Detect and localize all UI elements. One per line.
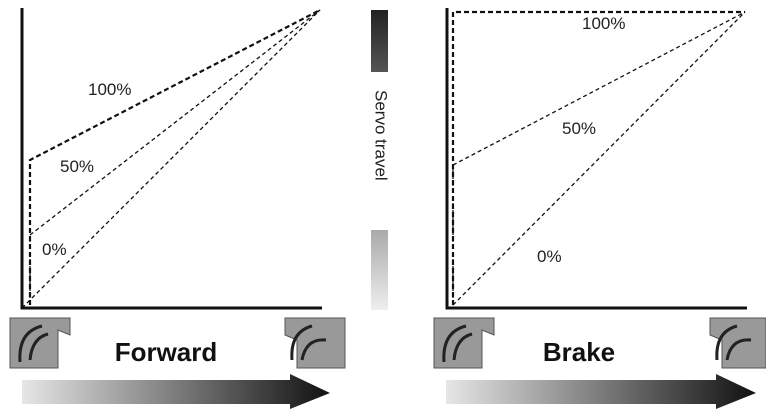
curve-label: 50%: [562, 119, 596, 138]
axes: [445, 8, 747, 310]
servo-label: Servo travel: [372, 90, 391, 181]
curve-0: [21, 9, 321, 309]
direction-arrow: [446, 374, 756, 409]
curve-50: [452, 11, 746, 305]
trigger-icon: [9, 317, 71, 369]
servo-axis: Servo travel: [371, 10, 391, 310]
curve-0: [452, 11, 746, 306]
curve-label: 100%: [88, 80, 131, 99]
curve-100: [28, 9, 321, 305]
curve-100: [451, 10, 745, 305]
forward-panel: 100% 50% 0% Forward: [9, 8, 346, 409]
trigger-icon: [433, 317, 495, 369]
curve-label: 0%: [537, 247, 562, 266]
direction-arrow: [22, 374, 330, 409]
panel-title: Forward: [115, 337, 218, 367]
brake-panel: 100% 50% 0% Brake: [433, 8, 766, 409]
curve-50: [29, 9, 321, 305]
servo-bar-dark: [371, 10, 388, 72]
curve-label: 50%: [60, 157, 94, 176]
panel-title: Brake: [543, 337, 615, 367]
servo-bar-light: [371, 230, 388, 310]
trigger-icon: [709, 317, 766, 369]
trigger-icon: [284, 317, 346, 369]
curve-label: 100%: [582, 14, 625, 33]
curve-label: 0%: [42, 240, 67, 259]
